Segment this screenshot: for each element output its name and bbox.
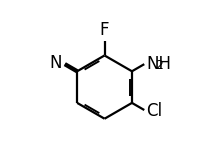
Text: Cl: Cl [146,102,163,120]
Text: F: F [100,21,109,39]
Text: N: N [50,54,62,72]
Text: 2: 2 [155,59,163,72]
Text: NH: NH [146,55,171,73]
